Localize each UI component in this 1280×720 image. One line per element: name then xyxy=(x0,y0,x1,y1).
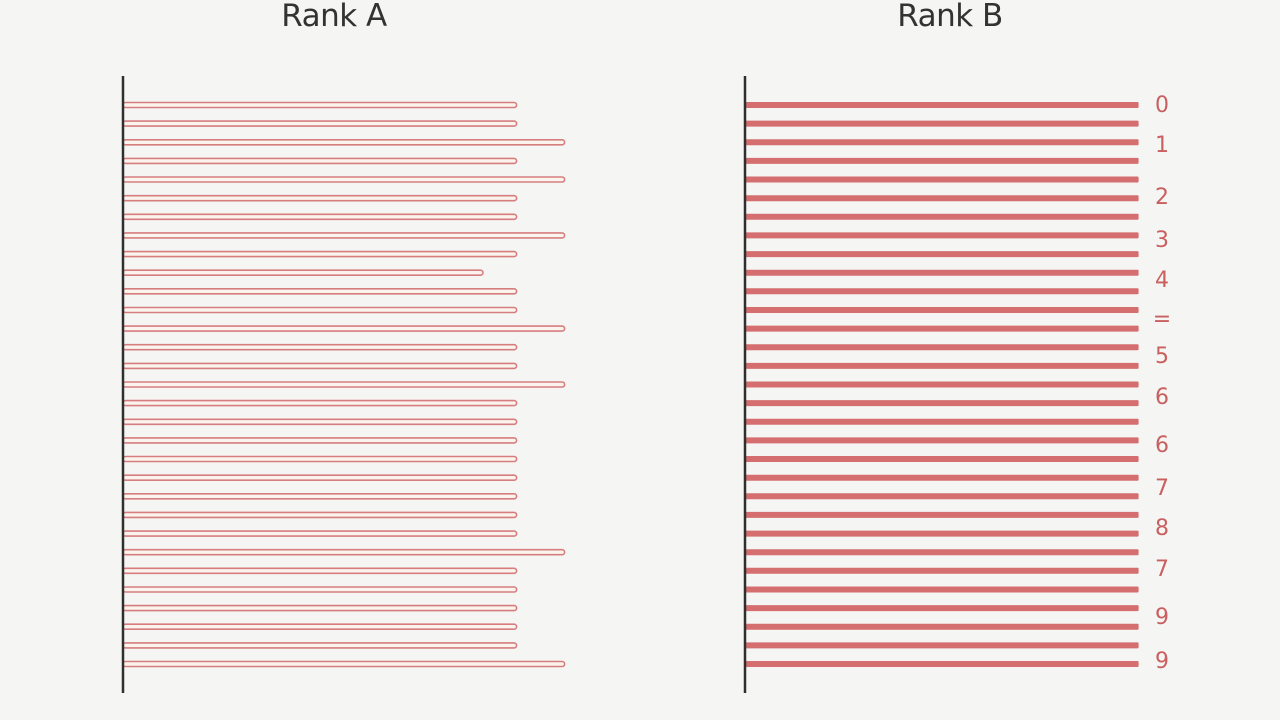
rank-a-bar xyxy=(122,399,518,407)
rank-b-label: 2 xyxy=(1155,185,1169,210)
rank-b-bar xyxy=(745,605,1139,612)
rank-a-bar xyxy=(122,511,518,519)
rank-a-bar xyxy=(122,101,518,109)
rank-a-bar xyxy=(122,362,518,370)
rank-a-bar xyxy=(122,418,518,426)
rank-a-bar xyxy=(122,381,566,388)
rank-b-panel: 0 1 2 3 4 = 5 6 6 7 8 7 9 9 xyxy=(743,76,1171,693)
rank-b-bar xyxy=(745,157,1139,164)
rank-b-label: 7 xyxy=(1155,476,1169,501)
rank-b-bar xyxy=(745,400,1139,407)
rank-a-bar xyxy=(122,586,518,593)
rank-b-bar xyxy=(745,269,1139,276)
rank-b-bar xyxy=(745,176,1139,183)
rank-a-bar xyxy=(122,325,566,332)
rank-b-title: Rank B xyxy=(897,0,1003,34)
rank-a-bar xyxy=(122,604,518,612)
rank-b-label: 8 xyxy=(1155,516,1169,541)
rank-a-bar xyxy=(122,437,518,444)
rank-b-label: 9 xyxy=(1155,649,1169,674)
rank-a-panel xyxy=(121,76,566,693)
rank-a-bar xyxy=(122,343,518,351)
rank-a-bar xyxy=(122,269,484,277)
rank-b-bar xyxy=(745,623,1139,630)
rank-b-label: 6 xyxy=(1155,433,1169,458)
rank-b-bar xyxy=(745,456,1139,462)
rank-a-bar xyxy=(122,474,518,482)
rank-b-bar xyxy=(745,493,1139,500)
rank-b-bar xyxy=(745,344,1139,351)
rank-b-bar xyxy=(745,325,1139,332)
rank-b-bar xyxy=(745,381,1139,388)
rank-a-bar xyxy=(122,623,518,631)
rank-b-bar xyxy=(745,139,1139,146)
rank-b-bar xyxy=(745,549,1139,556)
rank-b-label: 6 xyxy=(1155,385,1169,410)
rank-b-label: 0 xyxy=(1155,93,1169,118)
rank-b-label: 7 xyxy=(1155,557,1169,582)
rank-a-bar xyxy=(122,232,566,239)
rank-b-bar xyxy=(745,288,1139,295)
rank-b-bar xyxy=(745,586,1139,593)
rank-b-bar xyxy=(745,195,1139,202)
rank-b-bar xyxy=(745,418,1139,425)
rank-b-bar xyxy=(745,251,1139,258)
rank-a-bar xyxy=(122,213,518,221)
rank-b-bar xyxy=(745,642,1139,649)
rank-a-bar xyxy=(122,139,566,146)
rank-b-bar xyxy=(745,661,1139,667)
rank-b-bar xyxy=(745,120,1139,127)
rank-b-label: = xyxy=(1153,307,1171,332)
rank-b-bar xyxy=(745,511,1139,518)
rank-b-bar xyxy=(745,213,1139,220)
rank-a-bar xyxy=(122,287,518,295)
rank-a-bar xyxy=(122,120,518,127)
rank-a-bar xyxy=(122,642,518,649)
rank-b-bar xyxy=(745,102,1139,108)
rank-a-bar xyxy=(122,455,518,463)
rank-a-bar xyxy=(122,548,566,556)
rank-a-bar xyxy=(122,530,518,537)
rank-a-bar xyxy=(122,567,518,575)
rank-a-bar xyxy=(122,194,518,202)
rank-b-label: 1 xyxy=(1155,133,1169,158)
rank-a-bar xyxy=(122,660,566,668)
rank-b-label: 4 xyxy=(1155,268,1169,293)
rank-a-bar xyxy=(122,306,518,314)
rank-b-bar xyxy=(745,232,1139,239)
rank-b-bar xyxy=(745,567,1139,574)
rank-a-bar xyxy=(122,492,518,500)
rank-a-title: Rank A xyxy=(281,0,387,34)
rank-b-bar xyxy=(745,362,1139,369)
rank-b-bar xyxy=(745,437,1139,444)
rank-b-label: 3 xyxy=(1155,228,1169,253)
rank-b-bar xyxy=(745,307,1139,313)
rank-b-label: 9 xyxy=(1155,605,1169,630)
rank-b-bar xyxy=(745,530,1139,537)
rank-a-bar xyxy=(122,157,518,165)
rank-b-bar xyxy=(745,474,1139,481)
rank-a-bar xyxy=(122,176,566,183)
rank-b-label: 5 xyxy=(1155,344,1169,369)
rank-a-bar xyxy=(122,250,518,258)
